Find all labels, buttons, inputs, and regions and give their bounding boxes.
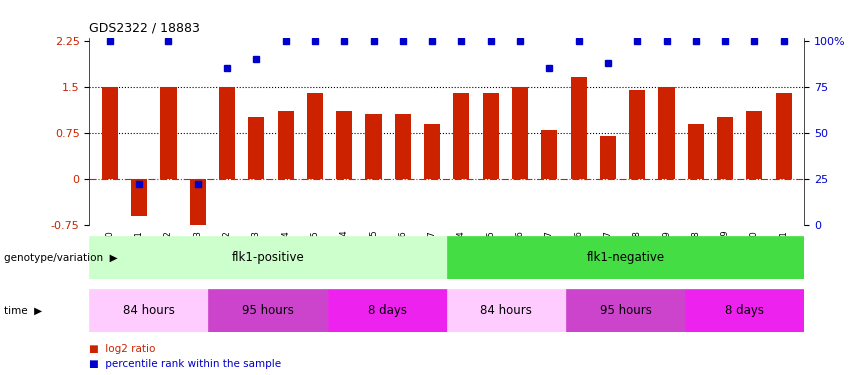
Bar bbox=[307, 93, 323, 179]
Bar bbox=[685, 289, 804, 332]
Bar bbox=[219, 87, 235, 179]
Bar bbox=[483, 93, 499, 179]
Bar bbox=[541, 130, 557, 179]
Text: flk1-negative: flk1-negative bbox=[586, 251, 665, 264]
Text: 95 hours: 95 hours bbox=[600, 304, 651, 317]
Bar bbox=[424, 124, 440, 179]
Text: genotype/variation  ▶: genotype/variation ▶ bbox=[4, 253, 118, 263]
Text: GDS2322 / 18883: GDS2322 / 18883 bbox=[89, 22, 200, 35]
Bar bbox=[512, 87, 528, 179]
Bar bbox=[248, 117, 265, 179]
Bar bbox=[454, 93, 470, 179]
Bar bbox=[160, 87, 176, 179]
Bar bbox=[717, 117, 734, 179]
Text: 95 hours: 95 hours bbox=[243, 304, 294, 317]
Bar bbox=[365, 114, 381, 179]
Bar bbox=[746, 111, 762, 179]
Bar bbox=[659, 87, 675, 179]
Text: 84 hours: 84 hours bbox=[123, 304, 174, 317]
Bar bbox=[688, 124, 704, 179]
Bar bbox=[600, 136, 616, 179]
Bar bbox=[208, 289, 328, 332]
Bar bbox=[102, 87, 118, 179]
Bar bbox=[775, 93, 791, 179]
Text: 84 hours: 84 hours bbox=[481, 304, 532, 317]
Text: time  ▶: time ▶ bbox=[4, 305, 43, 315]
Bar bbox=[447, 289, 566, 332]
Bar bbox=[566, 289, 685, 332]
Text: 8 days: 8 days bbox=[725, 304, 764, 317]
Text: ■  percentile rank within the sample: ■ percentile rank within the sample bbox=[89, 359, 282, 369]
Bar bbox=[131, 179, 147, 216]
Bar bbox=[277, 111, 294, 179]
Bar bbox=[447, 236, 804, 279]
Bar bbox=[395, 114, 411, 179]
Bar bbox=[190, 179, 206, 225]
Text: 8 days: 8 days bbox=[368, 304, 407, 317]
Bar bbox=[89, 236, 447, 279]
Text: flk1-positive: flk1-positive bbox=[231, 251, 305, 264]
Bar bbox=[89, 289, 208, 332]
Bar bbox=[328, 289, 447, 332]
Bar bbox=[629, 90, 645, 179]
Bar bbox=[336, 111, 352, 179]
Bar bbox=[570, 78, 586, 179]
Text: ■  log2 ratio: ■ log2 ratio bbox=[89, 344, 156, 354]
